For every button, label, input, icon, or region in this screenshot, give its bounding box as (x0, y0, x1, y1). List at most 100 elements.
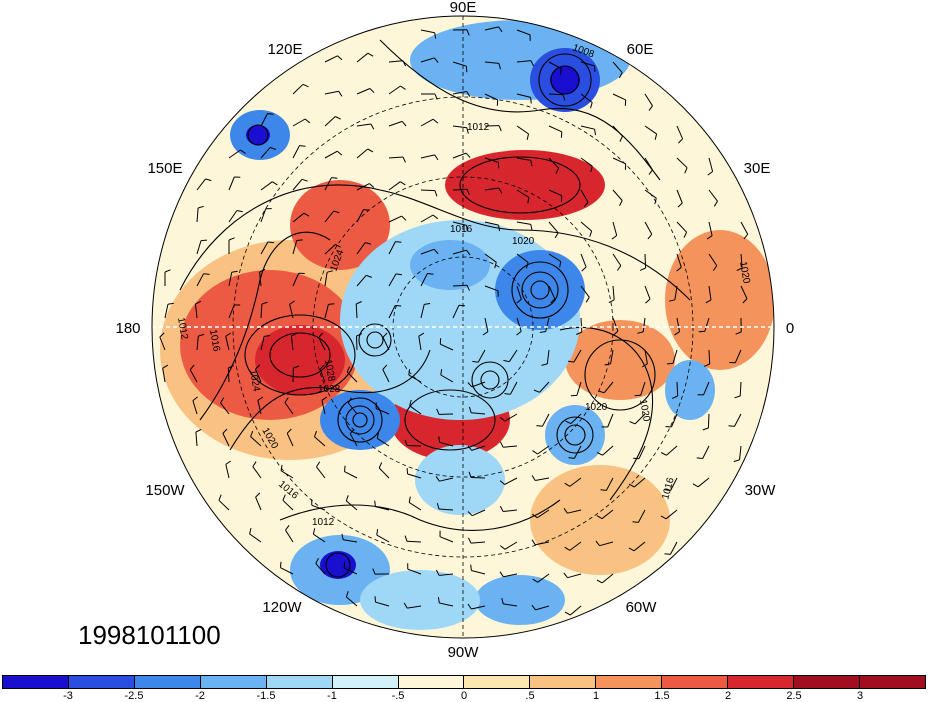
wind-barb (676, 381, 679, 397)
wind-barb-flag (299, 145, 306, 147)
wind-barb (707, 413, 710, 429)
wind-barb-flag (466, 91, 471, 97)
wind-barb (420, 57, 435, 63)
wind-barb-flag (472, 360, 479, 363)
wind-barb-flag (590, 166, 593, 173)
wind-barb (225, 336, 230, 351)
colorbar-segment (859, 676, 925, 688)
wind-barb-flag (554, 232, 559, 239)
wind-barb (420, 154, 435, 159)
wind-barb (418, 336, 422, 351)
wind-barb-flag (736, 267, 743, 272)
wind-barb (452, 125, 467, 129)
wind-barb-flag (395, 273, 403, 276)
wind-barb (580, 253, 587, 268)
wind-barb (580, 189, 589, 203)
wind-barb (548, 253, 562, 262)
wind-barb-flag (335, 116, 341, 120)
wind-barb (164, 304, 169, 319)
wind-barb (316, 466, 326, 479)
wind-barb (407, 473, 422, 479)
wind-barb-flag (436, 503, 440, 510)
wind-barb (471, 445, 486, 451)
wind-barb-flag (589, 230, 593, 237)
wind-barb-flag (167, 302, 174, 305)
wind-barb-flag (220, 397, 225, 404)
wind-barb (740, 285, 748, 299)
wind-barb (470, 541, 486, 544)
wind-barb (192, 400, 198, 415)
wind-barb-flag (585, 297, 590, 303)
wind-barb (669, 541, 678, 555)
colorbar-segment (464, 676, 531, 688)
wind-barb-flag (333, 210, 340, 214)
wind-barb (541, 413, 550, 427)
wind-barb-flag (550, 298, 556, 304)
wind-barb-flag (555, 167, 560, 174)
wind-barb (255, 368, 262, 383)
wind-barb-flag (293, 365, 300, 369)
wind-barb-flag (335, 244, 341, 248)
wind-barb-flag (637, 331, 644, 334)
wind-barb-flag (702, 427, 709, 431)
wind-barb (324, 116, 336, 127)
wind-barb-flag (743, 233, 749, 240)
wind-barb (535, 477, 550, 481)
wind-barb (313, 533, 326, 543)
wind-barb-flag (200, 239, 208, 242)
wind-barb-flag (541, 363, 548, 366)
wind-barb-flag (503, 359, 510, 363)
contour-label: 1016 (450, 224, 473, 235)
colorbar-segment (332, 676, 399, 688)
wind-barb-flag (315, 557, 319, 564)
wind-barb (314, 436, 326, 447)
wind-barb-flag (159, 332, 165, 338)
wind-barb-flag (337, 55, 343, 61)
colorbar-tick-label: 1 (592, 690, 600, 702)
wind-barb-flag (205, 178, 212, 182)
wind-barb-flag (530, 97, 532, 104)
wind-barb-flag (499, 480, 505, 485)
wind-barb (228, 272, 233, 287)
wind-barb-flag (267, 113, 274, 115)
wind-barb (255, 496, 262, 511)
wind-barb (345, 596, 358, 607)
wind-barb-flag (467, 511, 473, 517)
contour-label: 1024 (247, 369, 262, 393)
wind-barb (388, 181, 401, 191)
wind-barb (569, 477, 582, 487)
wind-barb-flag (367, 52, 374, 57)
wind-barb-flag (198, 333, 205, 337)
wind-barb (640, 381, 646, 396)
wind-barb (580, 93, 593, 103)
wind-barb (452, 91, 467, 95)
wind-barb (569, 605, 582, 616)
wind-barb-flag (376, 432, 379, 439)
wind-barb-flag (336, 150, 343, 156)
wind-barb (343, 567, 358, 575)
wind-barb (605, 477, 614, 491)
wind-barb (644, 221, 653, 235)
wind-barb-flag (526, 133, 529, 140)
wind-barb-flag (189, 364, 195, 371)
wind-barb (225, 464, 230, 479)
wind-barb (260, 113, 268, 127)
colorbar-segment (530, 676, 597, 688)
wind-barb-flag (667, 362, 674, 365)
wind-barb-flag (613, 330, 619, 336)
wind-barb-flag (301, 178, 308, 182)
wind-barb-flag (742, 298, 748, 304)
wind-barb-flag (338, 91, 343, 97)
wind-barb (516, 221, 531, 225)
wind-barb-flag (648, 105, 653, 111)
wind-barb-flag (355, 301, 362, 305)
wind-barb-flag (303, 212, 310, 217)
wind-barb-flag (590, 102, 593, 109)
wind-barb (319, 368, 326, 383)
wind-barb-flag (403, 602, 408, 609)
colorbar-segment (728, 676, 795, 688)
wind-barb (580, 61, 595, 67)
pressure-contours (179, 39, 691, 578)
wind-barb (580, 317, 583, 333)
wind-barb (548, 157, 559, 169)
